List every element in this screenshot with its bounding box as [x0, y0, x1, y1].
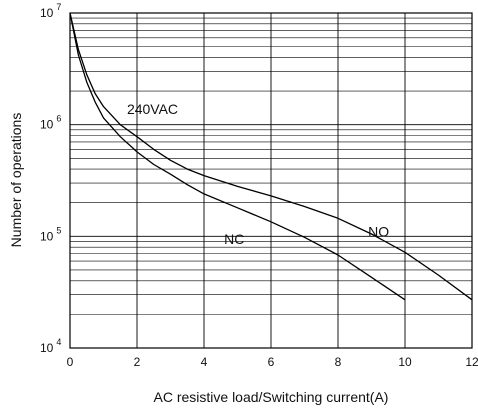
y-tick-label: 10 6 [40, 114, 61, 132]
y-tick-label: 10 7 [40, 2, 61, 20]
x-tick-label: 12 [465, 355, 478, 369]
series-line-nc [69, 12, 406, 301]
x-tick-label: 10 [398, 355, 412, 369]
series-line-no [69, 12, 473, 301]
x-tick-label: 6 [268, 355, 275, 369]
annotation-no: NO [368, 223, 389, 239]
y-tick-label: 10 4 [40, 337, 61, 355]
x-tick-label: 4 [201, 355, 208, 369]
annotation-240vac: 240VAC [127, 101, 178, 117]
plot-frame [69, 12, 473, 349]
x-axis-label: AC resistive load/Switching current(A) [154, 389, 389, 405]
annotation-nc: NC [224, 231, 244, 247]
series-layer [69, 12, 473, 301]
x-tick-label: 0 [67, 355, 74, 369]
annotations: 240VAC NC NO [127, 101, 389, 247]
grid [70, 13, 472, 348]
y-axis-label: Number of operations [8, 113, 24, 248]
y-tick-label: 10 5 [40, 225, 61, 243]
x-tick-label: 8 [335, 355, 342, 369]
x-tick-label: 2 [134, 355, 141, 369]
x-tick-labels: 0 2 4 6 8 10 12 [67, 355, 478, 369]
